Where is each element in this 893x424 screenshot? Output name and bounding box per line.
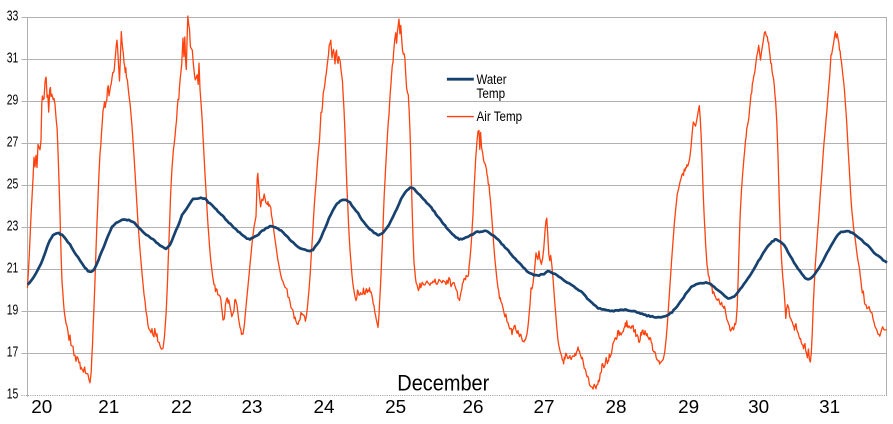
svg-text:27: 27: [534, 396, 555, 417]
svg-text:22: 22: [171, 396, 192, 417]
svg-text:20: 20: [31, 396, 52, 417]
svg-text:21: 21: [7, 261, 19, 277]
svg-text:31: 31: [7, 51, 19, 67]
svg-text:29: 29: [7, 93, 19, 109]
svg-text:33: 33: [7, 9, 19, 25]
svg-text:17: 17: [7, 345, 19, 361]
svg-text:29: 29: [678, 396, 699, 417]
svg-text:15: 15: [7, 387, 19, 403]
svg-text:Temp: Temp: [477, 86, 506, 101]
svg-text:21: 21: [98, 396, 119, 417]
svg-text:December: December: [397, 371, 489, 396]
svg-text:23: 23: [242, 396, 263, 417]
svg-text:25: 25: [7, 177, 19, 193]
svg-text:19: 19: [7, 303, 19, 319]
svg-text:25: 25: [385, 396, 406, 417]
svg-text:23: 23: [7, 219, 19, 235]
svg-text:Air Temp: Air Temp: [477, 109, 523, 124]
svg-text:31: 31: [819, 396, 840, 417]
svg-text:Water: Water: [477, 72, 507, 87]
svg-text:28: 28: [606, 396, 627, 417]
svg-text:24: 24: [314, 396, 335, 417]
svg-text:27: 27: [7, 135, 19, 151]
svg-text:30: 30: [748, 396, 769, 417]
svg-text:26: 26: [463, 396, 484, 417]
